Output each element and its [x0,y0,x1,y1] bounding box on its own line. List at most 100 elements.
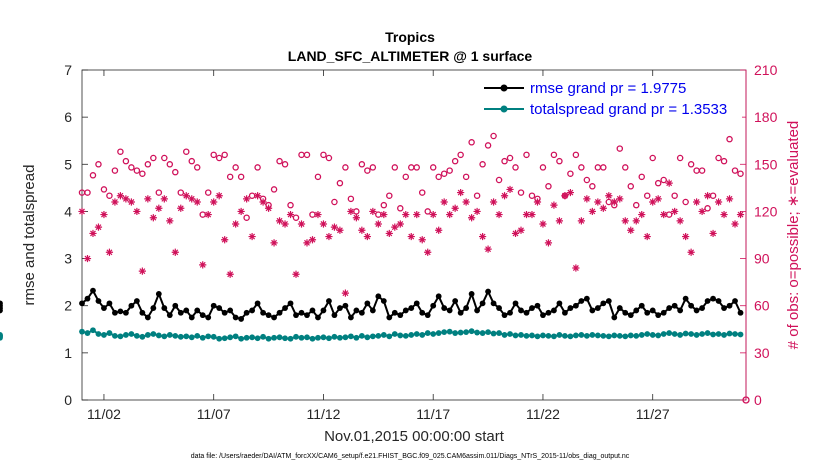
totalspread-point [216,335,223,342]
obs-possible-marker [528,192,536,199]
obs-evaluated-marker [325,232,333,241]
obs-evaluated-marker [166,217,174,225]
legend-rmse-marker [500,84,508,92]
obs-possible-marker [649,154,656,162]
obs-evaluated-marker [155,204,163,212]
obs-evaluated-marker [588,207,596,216]
rmse-point [468,291,475,297]
totalspread-point [523,332,530,339]
obs-possible-marker [150,154,157,162]
obs-evaluated-marker [248,232,256,241]
obs-evaluated-marker [665,179,673,187]
obs-possible-marker [243,214,250,221]
rmse-point [380,298,387,304]
obs-possible-marker [325,154,333,162]
totalspread-point [101,332,107,338]
obs-evaluated-marker [138,267,146,275]
rmse-point [304,312,310,319]
totalspread-point [276,334,283,341]
totalspread-point [309,335,316,342]
rmse-point [128,302,135,309]
totalspread-point [567,333,574,340]
rmse-point [90,287,96,294]
obs-evaluated-marker [199,261,207,269]
rmse-point [183,307,190,314]
rmse-point [117,308,124,315]
obs-possible-marker [578,164,585,171]
obs-evaluated-marker [533,198,542,206]
rmse-point [254,300,261,307]
obs-evaluated-marker [435,226,443,234]
obs-evaluated-marker [308,236,317,244]
obs-possible-marker [715,154,722,162]
totalspread-point [194,332,201,339]
totalspread-point [710,331,716,338]
obs-possible-marker [133,167,141,174]
obs-possible-marker [391,164,399,171]
obs-evaluated-marker [237,207,245,216]
obs-evaluated-marker [698,207,706,216]
obs-evaluated-marker [127,198,135,206]
obs-evaluated-marker [391,223,399,231]
y-tick-label: 5 [64,156,72,172]
obs-evaluated-marker [555,217,564,225]
obs-possible-marker [364,167,371,174]
totalspread-point [468,328,475,335]
obs-possible-marker [567,170,574,177]
plot-area [81,69,747,401]
totalspread-point [210,333,217,340]
rmse-point [79,300,85,307]
obs-evaluated-marker [89,229,97,238]
y-tick-label: 7 [64,62,72,78]
rmse-point [271,314,277,321]
obs-possible-marker [517,189,525,196]
rmse-point [562,309,568,316]
obs-evaluated-marker [725,195,734,203]
obs-evaluated-marker [473,207,481,216]
obs-evaluated-marker [687,248,695,256]
obs-evaluated-marker [660,210,668,219]
obs-possible-marker [128,164,135,171]
obs-evaluated-marker [171,248,179,256]
rmse-point [446,307,453,314]
obs-evaluated-marker [703,192,712,200]
totalspread-point [479,330,486,336]
totalspread-point [660,331,667,337]
totalspread-point [287,335,294,342]
totalspread-point [155,332,162,339]
totalspread-point [391,331,398,337]
rmse-point [155,291,162,297]
y-right-tick-label: 90 [754,251,770,267]
rmse-point [347,314,354,321]
obs-evaluated-marker [314,210,322,219]
obs-evaluated-marker [232,220,240,228]
obs-evaluated-marker [385,229,393,238]
totalspread-point [622,333,629,340]
obs-evaluated-marker [429,210,437,219]
totalspread-point [452,330,459,336]
obs-evaluated-marker [264,204,273,212]
totalspread-point [699,331,705,337]
y-tick-label: 3 [64,251,72,267]
obs-evaluated-marker [577,217,585,225]
rmse-point [199,312,206,319]
obs-evaluated-marker [572,264,580,272]
obs-possible-marker [221,151,228,159]
rmse-point [622,309,629,316]
x-tick-label: 11/27 [636,406,670,422]
obs-evaluated-marker [292,270,300,278]
totalspread-point [600,332,607,339]
obs-evaluated-marker [83,254,92,263]
obs-possible-marker [281,161,289,168]
rmse-point [364,300,371,307]
chart-title: Tropics [385,29,435,45]
totalspread-point [545,332,552,339]
rmse-point [583,295,590,302]
totalspread-point [419,332,426,338]
totalspread-point [572,332,579,339]
obs-evaluated-marker [380,210,388,219]
rmse-point [485,288,491,295]
rmse-point [287,300,294,307]
obs-possible-marker [473,192,481,199]
obs-evaluated-marker [616,195,624,203]
